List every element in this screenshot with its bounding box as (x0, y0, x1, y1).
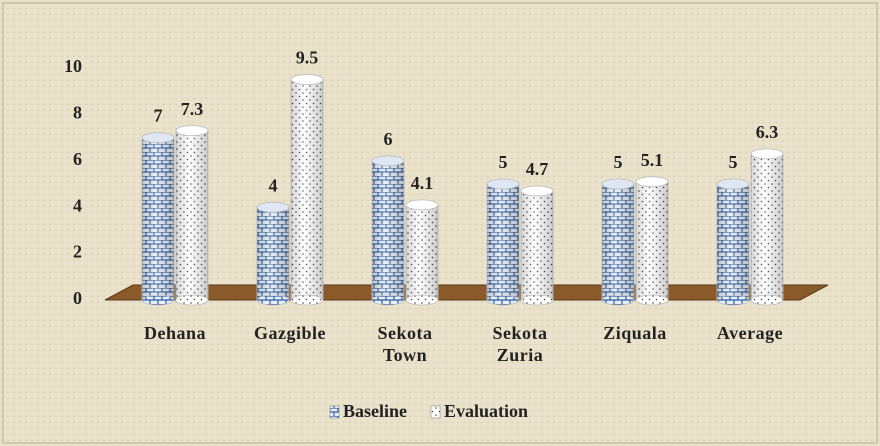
value-label: 6.3 (756, 122, 779, 142)
bar-top (290, 74, 324, 85)
bar-bottom (256, 294, 290, 306)
bar-bottom (141, 294, 175, 306)
bar-top (486, 178, 520, 190)
value-label: 5 (729, 152, 738, 172)
y-tick-label: 8 (73, 103, 82, 123)
bar-top (520, 185, 554, 197)
y-tick-label: 10 (64, 56, 82, 76)
bar-top (716, 178, 750, 190)
x-tick-label: Average (716, 323, 784, 343)
y-tick-label: 2 (73, 242, 82, 262)
x-tick-label: Ziquala (603, 323, 667, 343)
bar-top (405, 199, 439, 211)
bar-shade (176, 130, 208, 300)
value-label: 7 (154, 106, 163, 126)
x-tick-label: Dehana (143, 323, 206, 343)
bar-top (750, 148, 784, 160)
bar-bottom (520, 294, 554, 306)
value-label: 7.3 (181, 99, 204, 119)
bar-bottom (175, 294, 209, 306)
bar-top (601, 178, 635, 190)
bar-shade (521, 190, 553, 300)
bar-shade (142, 137, 174, 300)
value-label: 4.1 (411, 173, 434, 193)
bar-top (635, 176, 669, 188)
value-label: 6 (384, 129, 393, 149)
bar-top (371, 155, 405, 167)
bar-shade (291, 79, 323, 300)
bar-bottom (486, 294, 520, 306)
bar-shade (751, 153, 783, 300)
bar-top (256, 201, 290, 213)
bar-shade (406, 204, 438, 300)
bar-shade (257, 207, 289, 300)
legend-label: Evaluation (444, 401, 528, 421)
x-tick-label: Gazgible (254, 323, 326, 343)
legend-label: Baseline (343, 401, 407, 421)
bar-shade (717, 184, 749, 300)
bar-bottom (290, 294, 324, 306)
bar-shade (602, 184, 634, 300)
y-tick-label: 4 (73, 195, 82, 215)
bar-top (141, 132, 175, 144)
y-tick-label: 0 (73, 288, 82, 308)
bar-bottom (750, 294, 784, 306)
bar-shade (487, 184, 519, 300)
value-label: 5 (614, 152, 623, 172)
bar-shade (372, 160, 404, 300)
legend-swatch (430, 405, 441, 419)
bar-bottom (601, 294, 635, 306)
x-tick-label: Sekota Zuria (492, 323, 548, 365)
legend-swatch (329, 405, 340, 419)
bar-top (175, 125, 209, 137)
value-label: 5.1 (641, 150, 664, 170)
y-tick-label: 6 (73, 149, 82, 169)
value-label: 4.7 (526, 159, 549, 179)
value-label: 4 (269, 175, 278, 195)
x-tick-label: Sekota Town (377, 323, 433, 365)
value-label: 5 (499, 152, 508, 172)
bar-bottom (716, 294, 750, 306)
value-label: 9.5 (296, 48, 319, 68)
bar-shade (636, 181, 668, 300)
bar-bottom (371, 294, 405, 306)
bar-bottom (635, 294, 669, 306)
bar-bottom (405, 294, 439, 306)
